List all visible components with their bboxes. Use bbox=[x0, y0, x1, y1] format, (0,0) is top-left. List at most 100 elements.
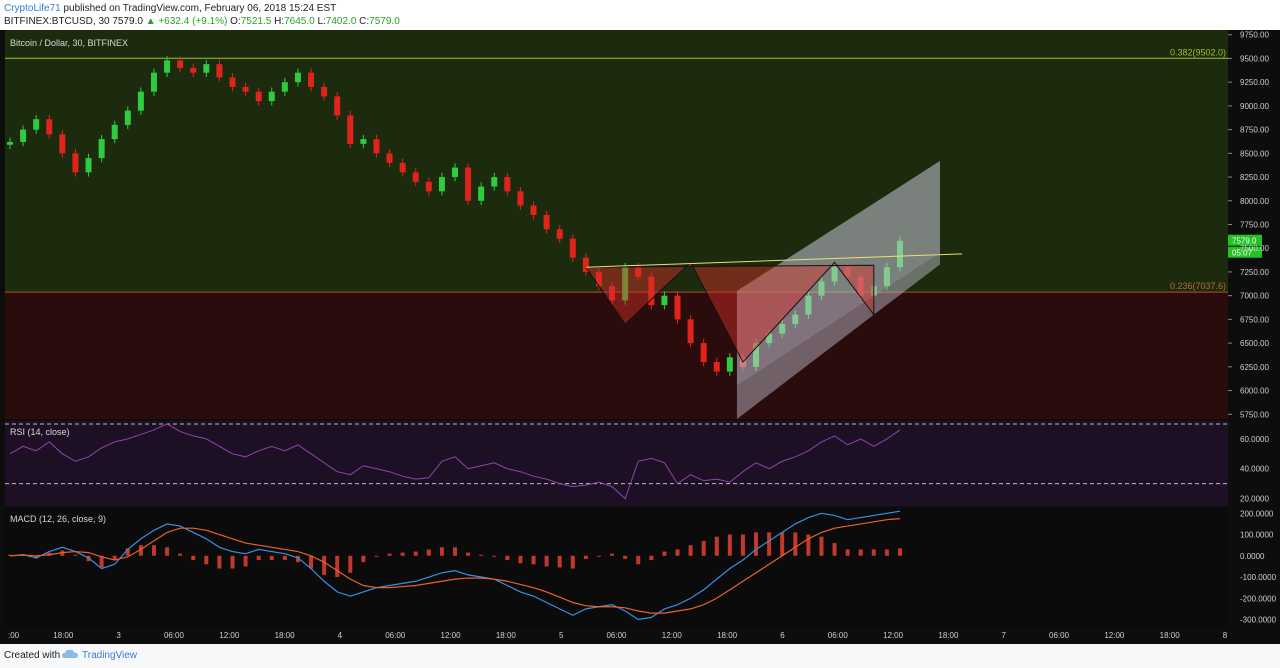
chart-header: CryptoLife71 published on TradingView.co… bbox=[0, 0, 1280, 30]
macd-histogram-bar bbox=[596, 555, 601, 557]
macd-histogram-bar bbox=[570, 555, 575, 569]
macd-tick-label: -100.0000 bbox=[1240, 573, 1277, 582]
macd-histogram-bar bbox=[99, 555, 104, 568]
macd-histogram-bar bbox=[439, 547, 444, 556]
candle-body bbox=[569, 238, 576, 258]
change-value: +632.4 (+9.1%) bbox=[158, 16, 228, 27]
macd-histogram-bar bbox=[714, 536, 719, 556]
macd-histogram-bar bbox=[335, 555, 340, 578]
macd-histogram-bar bbox=[518, 555, 523, 564]
macd-histogram-bar bbox=[112, 555, 117, 561]
price-tick-label: 9750.00 bbox=[1240, 31, 1269, 40]
price-axis[interactable]: 7579.0 05:07 9750.00 9500.00 9250.00 9000.00 8… bbox=[1228, 31, 1269, 420]
macd-histogram-bar bbox=[400, 552, 405, 556]
time-tick-label: 06:00 bbox=[385, 631, 406, 640]
time-axis: :00 18:00 3 06:00 12:00 18:00 4 06:00 12:00 18:00… bbox=[8, 631, 1228, 640]
macd-histogram-bar bbox=[413, 551, 418, 556]
neckline bbox=[585, 253, 963, 268]
candle-body bbox=[687, 319, 694, 344]
macd-histogram-bar bbox=[269, 555, 274, 561]
macd-histogram-bar bbox=[479, 554, 484, 556]
footer: Created with TradingView bbox=[0, 644, 1280, 668]
macd-histogram-bar bbox=[832, 543, 837, 556]
macd-histogram-bar bbox=[426, 549, 431, 556]
candle-body bbox=[556, 229, 563, 239]
candle-body bbox=[635, 267, 642, 277]
candle-body bbox=[281, 82, 288, 92]
macd-histogram-bar bbox=[740, 534, 745, 556]
countdown-tag-label: 05:07 bbox=[1232, 249, 1253, 258]
author-link[interactable]: CryptoLife71 bbox=[4, 3, 61, 14]
up-arrow-icon: ▲ bbox=[145, 16, 156, 27]
candle-body bbox=[465, 167, 472, 201]
rsi-tick-label: 20.0000 bbox=[1240, 495, 1269, 504]
macd-histogram-bar bbox=[295, 555, 300, 563]
rsi-pane[interactable]: RSI (14, close) 60.0000 40.0000 20.0000 bbox=[5, 421, 1269, 506]
time-tick-label: 18:00 bbox=[717, 631, 738, 640]
macd-histogram-bar bbox=[898, 548, 902, 556]
macd-pane-title: MACD (12, 26, close, 9) bbox=[10, 514, 106, 524]
macd-histogram-bar bbox=[780, 532, 785, 556]
macd-histogram-bar bbox=[138, 545, 143, 556]
price-tick-label: 8750.00 bbox=[1240, 126, 1269, 135]
created-with-label: Created with bbox=[4, 650, 61, 661]
time-tick-label: 06:00 bbox=[164, 631, 185, 640]
macd-histogram-bar bbox=[557, 555, 562, 568]
candle-body bbox=[111, 124, 118, 140]
macd-histogram-bar bbox=[793, 532, 798, 556]
macd-histogram-bar bbox=[845, 549, 850, 556]
macd-histogram-bar bbox=[322, 555, 327, 575]
candle-body bbox=[347, 115, 354, 144]
macd-histogram-bar bbox=[675, 549, 680, 556]
macd-histogram-bar bbox=[73, 554, 78, 556]
macd-histogram-bar bbox=[610, 553, 615, 556]
price-tick-label: 5750.00 bbox=[1240, 410, 1269, 419]
time-tick-label: 12:00 bbox=[441, 631, 462, 640]
macd-tick-label: -300.0000 bbox=[1240, 616, 1277, 625]
head-shoulders-pattern bbox=[584, 261, 875, 363]
time-tick-label: 8 bbox=[1223, 631, 1228, 640]
close-value: 7579.0 bbox=[369, 16, 400, 27]
open-label: O: bbox=[230, 16, 241, 27]
high-value: 7645.0 bbox=[284, 16, 315, 27]
candle-body bbox=[85, 158, 92, 173]
candle-body bbox=[700, 343, 707, 363]
price-tick-label: 8500.00 bbox=[1240, 149, 1269, 158]
candle-body bbox=[373, 139, 380, 154]
chart-canvas[interactable]: Bitcoin / Dollar, 30, BITFINEX 0.382(950… bbox=[0, 30, 1280, 644]
candle-body bbox=[582, 257, 589, 272]
low-label: L: bbox=[317, 16, 326, 27]
tradingview-link[interactable]: TradingView bbox=[82, 650, 138, 661]
candle-body bbox=[229, 77, 236, 87]
candle-body bbox=[530, 205, 537, 216]
symbol-label: BITFINEX:BTCUSD, 30 bbox=[4, 16, 110, 27]
price-tick-label: 7000.00 bbox=[1240, 292, 1269, 301]
macd-histogram-bar bbox=[688, 545, 693, 556]
candle-body bbox=[425, 181, 432, 192]
candle-body bbox=[622, 267, 629, 301]
time-tick-label: 12:00 bbox=[1104, 631, 1125, 640]
time-tick-label: 18:00 bbox=[938, 631, 959, 640]
time-tick-label: 12:00 bbox=[662, 631, 683, 640]
time-tick-label: 7 bbox=[1002, 631, 1007, 640]
macd-histogram-bar bbox=[309, 555, 314, 569]
macd-histogram-bar bbox=[453, 547, 457, 556]
price-tick-label: 7250.00 bbox=[1240, 268, 1269, 277]
candle-body bbox=[72, 153, 79, 173]
open-value: 7521.5 bbox=[240, 16, 272, 27]
macd-pane[interactable]: MACD (12, 26, close, 9) 200.0000 100.0000… bbox=[5, 508, 1277, 628]
macd-histogram-bar bbox=[623, 555, 628, 559]
macd-histogram-bar bbox=[662, 551, 667, 556]
candle-body bbox=[164, 60, 171, 73]
price-pane[interactable]: Bitcoin / Dollar, 30, BITFINEX 0.382(950… bbox=[5, 30, 1228, 419]
candle-body bbox=[399, 162, 406, 173]
price-tick-label: 6750.00 bbox=[1240, 315, 1269, 324]
macd-histogram-bar bbox=[230, 555, 235, 569]
candle-body bbox=[255, 91, 262, 102]
candle-body bbox=[294, 72, 301, 83]
macd-histogram-bar bbox=[387, 553, 392, 556]
fib-level-label: 0.382(9502.0) bbox=[1170, 47, 1226, 57]
price-tick-label: 9000.00 bbox=[1240, 102, 1269, 111]
candle-body bbox=[334, 96, 341, 116]
candle-body bbox=[177, 60, 184, 68]
